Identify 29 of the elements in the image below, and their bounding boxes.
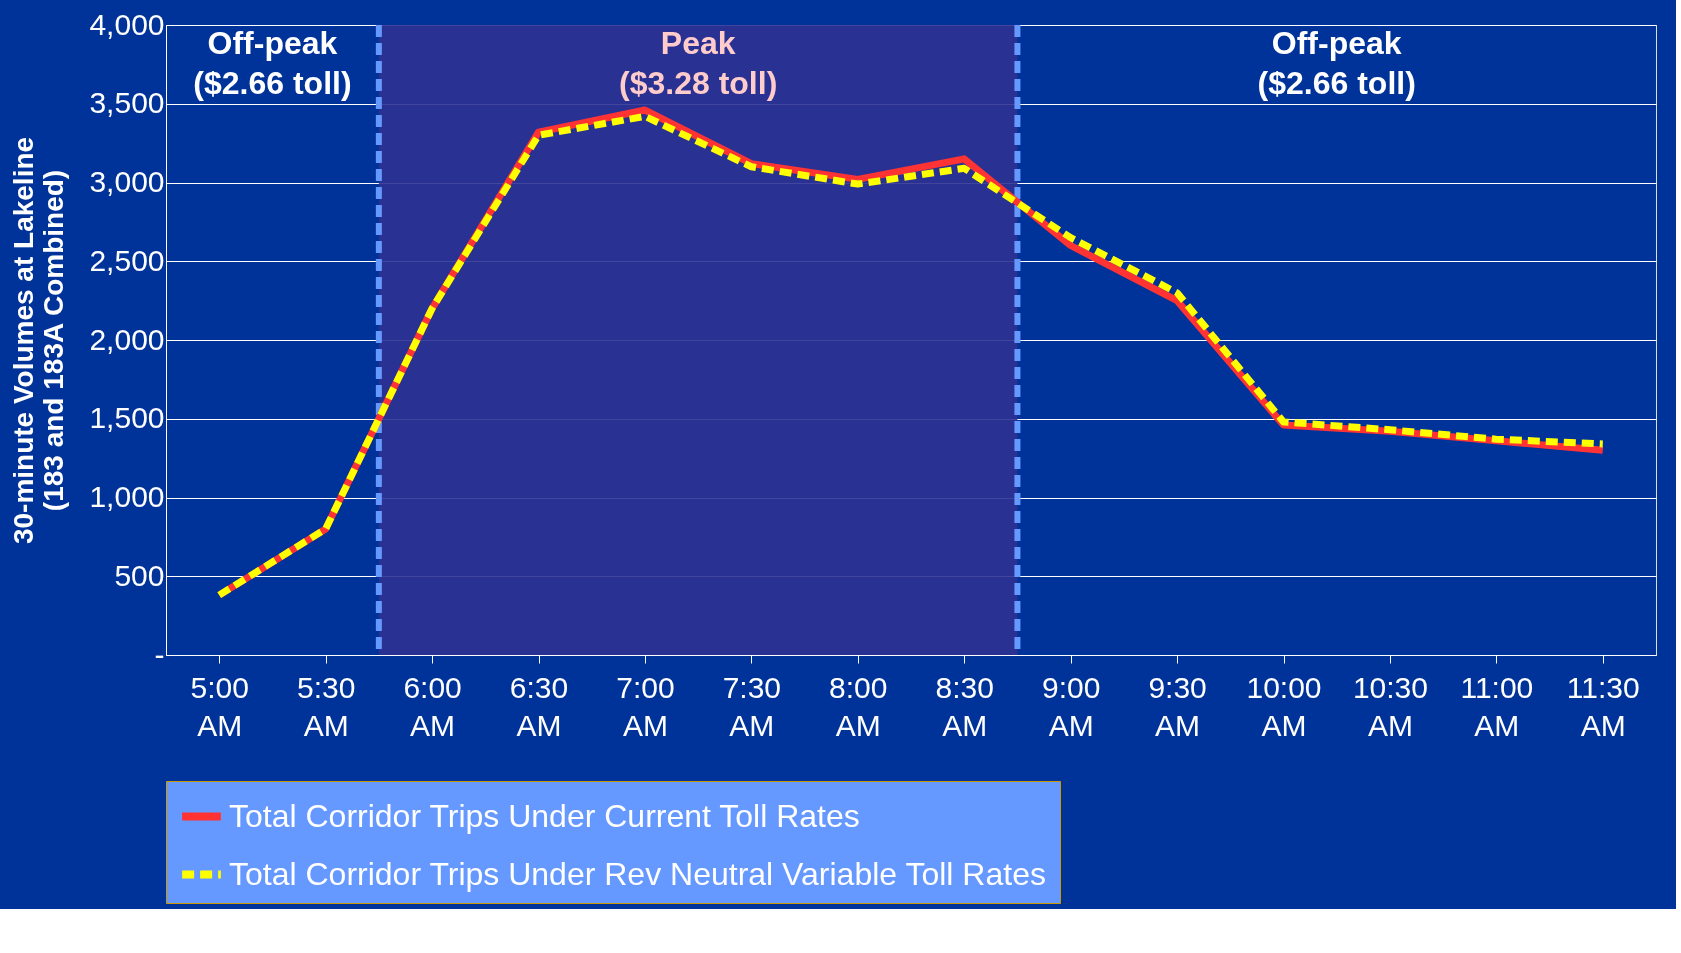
- y-tick-label: 2,500: [89, 243, 165, 277]
- x-tick-label: 9:00 AM: [1041, 670, 1101, 742]
- x-tick-label: 8:30 AM: [935, 670, 994, 742]
- x-tick-label: 11:30 AM: [1566, 670, 1640, 742]
- y-axis-title: 30-minute Volumes at Lakeline (183 and 183A Combined): [8, 136, 70, 545]
- y-tick-label: 1,000: [89, 480, 165, 513]
- legend-label: Total Corridor Trips Under Rev Neutral Variable Toll Rates: [229, 855, 1046, 892]
- x-tick-label: 10:30 AM: [1352, 670, 1428, 742]
- annotation: Off-peak ($2.66 toll): [1257, 25, 1416, 101]
- x-tick-label: 11:00 AM: [1460, 670, 1534, 742]
- x-tick-label: 7:00 AM: [616, 670, 675, 742]
- x-tick-label: 6:30 AM: [509, 670, 569, 742]
- legend-label: Total Corridor Trips Under Current Toll Rates: [229, 797, 860, 834]
- y-tick-label: 1,500: [89, 401, 165, 435]
- y-tick-label: 3,000: [89, 165, 165, 198]
- y-tick-label: 500: [114, 558, 165, 592]
- band-label: Peak ($3.28 toll): [619, 25, 778, 101]
- x-tick-label: 10:00 AM: [1246, 670, 1322, 742]
- y-tick-label: 2,000: [89, 322, 165, 356]
- x-tick-label: 7:30 AM: [722, 670, 782, 742]
- x-tick-label: 8:00 AM: [829, 670, 888, 742]
- y-tick-label: 4,000: [89, 7, 165, 41]
- annotation: Off-peak ($2.66 toll): [193, 25, 352, 101]
- x-tick-label: 6:00 AM: [403, 670, 462, 742]
- x-tick-label: 9:30 AM: [1148, 670, 1207, 742]
- y-tick-label: -: [154, 637, 165, 671]
- x-tick-label: 5:00 AM: [190, 670, 249, 742]
- x-tick-label: 5:30 AM: [296, 670, 356, 742]
- y-tick-label: 3,500: [89, 86, 165, 120]
